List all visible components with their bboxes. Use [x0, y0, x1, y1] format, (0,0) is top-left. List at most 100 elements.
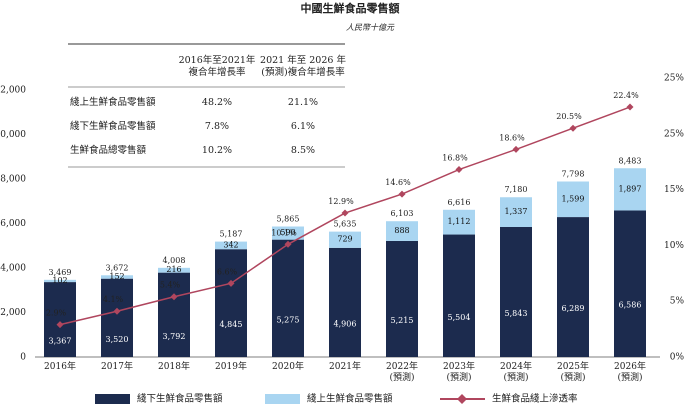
bar-segment [215, 241, 247, 250]
legend-label: 生鮮食品綫上滲透率 [492, 393, 578, 405]
y-tick-label: 0 [20, 353, 26, 363]
y2-tick-label: 10% [664, 241, 684, 251]
table-header: 2021 年至 2026 年 (預測)複合年增長率 [260, 55, 346, 78]
total-label: 5,865 [277, 215, 300, 224]
table-cell: 8.5% [290, 145, 316, 156]
rate-label: 12.9% [328, 197, 354, 206]
chart-title: 中國生鮮食品零售額 [301, 1, 400, 15]
rate-marker [398, 190, 406, 198]
rate-label: 4.1% [103, 295, 124, 304]
total-label: 3,672 [106, 263, 129, 272]
rate-label: 6.6% [217, 267, 238, 276]
bar-segment [158, 267, 190, 273]
bar-segment [386, 240, 418, 357]
x-tick-label: 2026年 (預測) [614, 362, 646, 383]
bar-value-label: 5,275 [277, 315, 300, 324]
y-tick-label: 6,000 [0, 219, 26, 229]
rate-label: 2.9% [46, 309, 67, 318]
legend-label: 綫上生鮮食品零售額 [307, 393, 393, 405]
bar-segment [614, 168, 646, 211]
bar-value-label: 342 [223, 240, 238, 249]
rate-marker [569, 124, 577, 132]
total-label: 8,483 [619, 156, 642, 165]
bar-segment [44, 279, 76, 283]
bar-segment [215, 249, 247, 357]
y2-tick-label: 25% [664, 74, 684, 84]
y2-tick-label: 5% [670, 297, 685, 307]
total-label: 3,469 [49, 268, 72, 277]
x-tick-label: 2021年 [329, 362, 361, 372]
y-tick-label: 2,000 [0, 308, 26, 318]
table-header: 2016年至2021年 複合年增長率 [178, 55, 256, 78]
bar-value-label: 5,215 [391, 316, 414, 325]
bar-segment [557, 217, 589, 357]
legend-marker [457, 394, 467, 404]
bar-value-label: 5,504 [448, 313, 471, 322]
bar-value-label: 590 [280, 228, 295, 237]
bar-segment [329, 247, 361, 357]
rate-label: 18.6% [499, 133, 525, 142]
bar-segment [272, 239, 304, 357]
bar-value-label: 1,337 [505, 207, 528, 216]
bar-value-label: 1,599 [562, 194, 585, 203]
bar-segment [101, 275, 133, 279]
bar-value-label: 6,586 [619, 301, 642, 310]
x-tick-label: 2022年 (預測) [386, 362, 418, 383]
table-row-label: 綫上生鮮食品零售額 [70, 97, 156, 108]
y-tick-label: 4,000 [0, 264, 26, 274]
rate-marker [56, 321, 64, 329]
bar-value-label: 3,520 [106, 335, 129, 344]
bar-segment [101, 278, 133, 357]
bar-segment [386, 221, 418, 241]
bar-segment [158, 272, 190, 357]
total-label: 5,187 [220, 230, 243, 239]
table-cell: 10.2% [201, 145, 233, 156]
rate-label: 20.5% [556, 112, 582, 121]
x-tick-label: 2017年 [101, 362, 133, 372]
rate-label: 5.4% [160, 281, 181, 290]
legend-label: 綫下生鮮食品零售額 [137, 393, 223, 405]
total-label: 6,103 [391, 209, 414, 218]
table-cell: 21.1% [287, 97, 319, 108]
bar-segment [443, 234, 475, 357]
x-tick-label: 2016年 [44, 362, 76, 372]
y2-tick-label: 15% [664, 185, 684, 195]
total-label: 5,635 [334, 220, 357, 229]
bar-value-label: 5,843 [505, 309, 528, 318]
bar-value-label: 888 [394, 226, 409, 235]
rate-marker [227, 279, 235, 287]
rate-marker [512, 145, 520, 153]
x-tick-label: 2019年 [215, 362, 247, 372]
legend-swatch [95, 394, 130, 404]
bar-value-label: 3,792 [163, 332, 186, 341]
bar-value-label: 4,906 [334, 319, 357, 328]
total-label: 7,180 [505, 185, 528, 194]
bar-segment [500, 197, 532, 227]
bar-value-label: 6,289 [562, 304, 585, 313]
rate-marker [170, 293, 178, 301]
y-tick-label: 12,000 [0, 86, 26, 96]
table-cell: 7.8% [204, 121, 230, 132]
rate-marker [626, 103, 634, 111]
bar-value-label: 1,112 [448, 217, 471, 226]
bar-segment [614, 210, 646, 357]
table-row-label: 綫下生鮮食品零售額 [70, 121, 156, 132]
y2-tick-label: 25% [664, 129, 684, 139]
y2-tick-label: 0% [670, 353, 685, 363]
rate-label: 16.8% [442, 154, 468, 163]
x-tick-label: 2018年 [158, 362, 190, 372]
y-tick-label: 8,000 [0, 175, 26, 185]
bar-value-label: 3,367 [49, 337, 72, 346]
chart-subtitle: 人民幣十億元 [346, 23, 395, 32]
rate-label: 22.4% [613, 91, 639, 100]
table-row-label: 生鮮食品總零售額 [70, 145, 147, 156]
x-tick-label: 2020年 [272, 362, 304, 372]
total-label: 4,008 [163, 256, 186, 265]
bar-value-label: 216 [166, 265, 181, 274]
bar-segment [44, 282, 76, 357]
rate-label: 14.6% [385, 178, 411, 187]
bar-segment [329, 231, 361, 248]
bar-segment [443, 209, 475, 235]
bar-segment [557, 181, 589, 218]
table-cell: 48.2% [201, 97, 233, 108]
